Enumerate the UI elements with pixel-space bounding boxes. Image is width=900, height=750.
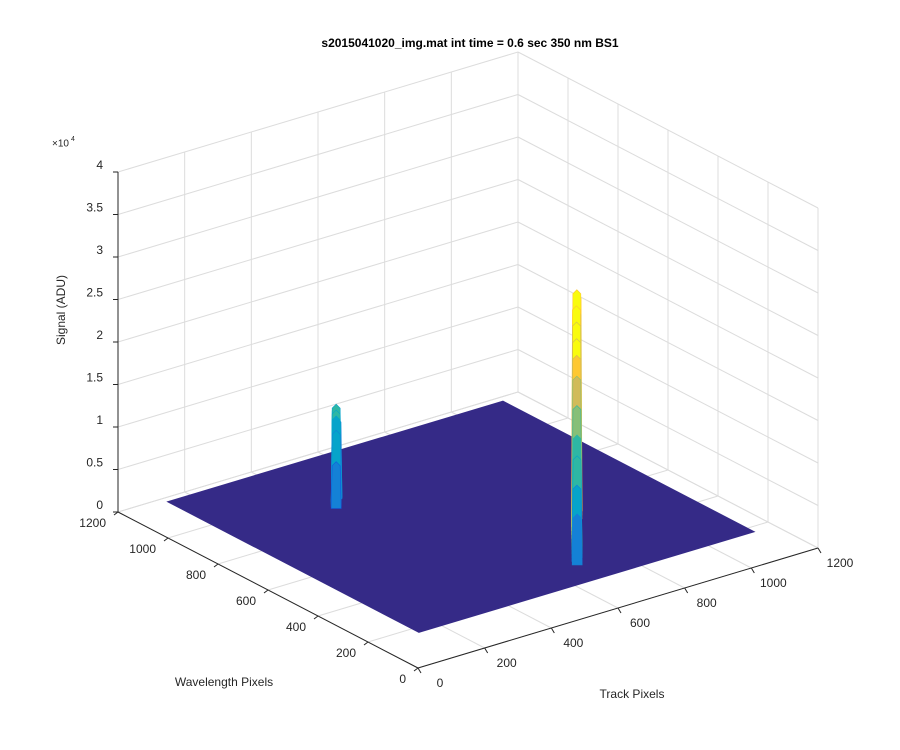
z-tick-label: 4: [96, 158, 103, 172]
surface-base: [166, 400, 756, 633]
grid-line: [117, 51, 519, 173]
y-tick-label: 200: [336, 646, 356, 660]
x-tick: [417, 667, 422, 674]
y-tick-label: 600: [236, 594, 256, 608]
z-tick-label: 3: [96, 243, 103, 257]
y-tick: [413, 667, 419, 672]
grid-line: [117, 306, 519, 428]
grid-line: [117, 136, 519, 258]
x-tick: [617, 607, 622, 614]
y-tick-label: 1000: [129, 542, 156, 556]
x-tick-label: 200: [497, 656, 517, 670]
x-tick: [750, 567, 755, 574]
x-tick-label: 1000: [760, 576, 787, 590]
y-tick-label: 1200: [79, 516, 106, 530]
grid-line: [117, 391, 519, 513]
y-tick-label: 800: [186, 568, 206, 582]
y-tick-label: 0: [399, 672, 406, 686]
x-tick-label: 400: [563, 636, 583, 650]
z-tick-label: 0: [96, 498, 103, 512]
y-axis-label: Wavelength Pixels: [175, 675, 273, 689]
surface-peak: [330, 461, 342, 509]
x-tick: [817, 547, 822, 554]
z-exponent-power: 4: [71, 136, 75, 143]
grid-line: [517, 51, 819, 209]
chart-title: s2015041020_img.mat int time = 0.6 sec 3…: [321, 36, 619, 50]
x-tick-label: 0: [437, 676, 444, 690]
grid-line: [517, 306, 819, 464]
z-tick-label: 3.5: [86, 201, 103, 215]
z-tick-label: 2.5: [86, 286, 103, 300]
grid-line: [117, 221, 519, 343]
grid-line: [117, 349, 519, 470]
grid-line: [517, 94, 819, 251]
y-tick: [213, 563, 219, 568]
x-axis-label: Track Pixels: [600, 687, 665, 701]
y-tick: [263, 589, 269, 594]
x-tick: [484, 647, 489, 654]
y-tick-label: 400: [286, 620, 306, 634]
grid-line: [517, 221, 819, 379]
grid-line: [117, 94, 519, 215]
z-tick-label: 0.5: [86, 456, 103, 470]
z-tick-label: 1.5: [86, 371, 103, 385]
x-tick: [684, 587, 689, 594]
grid-line: [517, 179, 819, 336]
grid-line: [517, 136, 819, 294]
z-axis-label: Signal (ADU): [54, 275, 68, 345]
z-tick-label: 1: [96, 413, 103, 427]
x-tick-label: 800: [697, 596, 717, 610]
grid-line: [117, 179, 519, 300]
z-exponent: ×10: [52, 139, 69, 150]
x-tick: [550, 627, 555, 634]
z-tick-label: 2: [96, 328, 103, 342]
grid-line: [117, 264, 519, 385]
y-tick: [313, 615, 319, 620]
grid-line: [517, 264, 819, 421]
x-tick-label: 600: [630, 616, 650, 630]
y-tick: [363, 641, 369, 646]
surface-peak: [571, 513, 583, 566]
grid-line: [517, 391, 819, 549]
y-tick: [163, 537, 169, 542]
grid-line: [517, 349, 819, 506]
x-tick-label: 1200: [827, 556, 854, 570]
